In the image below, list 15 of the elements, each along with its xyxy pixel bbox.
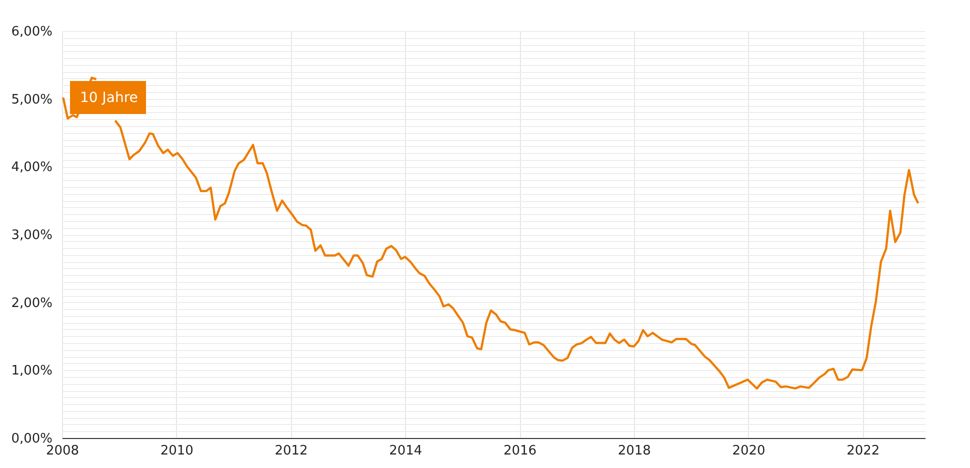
y-tick-label: 3,00% xyxy=(11,228,52,243)
x-tick-label: 2018 xyxy=(618,444,651,458)
y-tick-label: 1,00% xyxy=(11,364,52,379)
series-label: 10 Jahre xyxy=(80,90,138,106)
y-tick-label: 5,00% xyxy=(11,92,52,108)
x-tick-label: 2020 xyxy=(732,444,766,458)
y-tick-label: 2,00% xyxy=(11,296,52,311)
x-tick-label: 2010 xyxy=(160,444,194,458)
y-tick-label: 4,00% xyxy=(11,160,52,176)
x-tick-label: 2016 xyxy=(503,444,537,458)
x-tick-label: 2014 xyxy=(389,444,422,458)
x-tick-label: 2008 xyxy=(46,444,80,458)
x-tick-label: 2022 xyxy=(846,444,880,458)
y-tick-label: 6,00% xyxy=(11,24,52,40)
x-tick-label: 2012 xyxy=(274,444,308,458)
